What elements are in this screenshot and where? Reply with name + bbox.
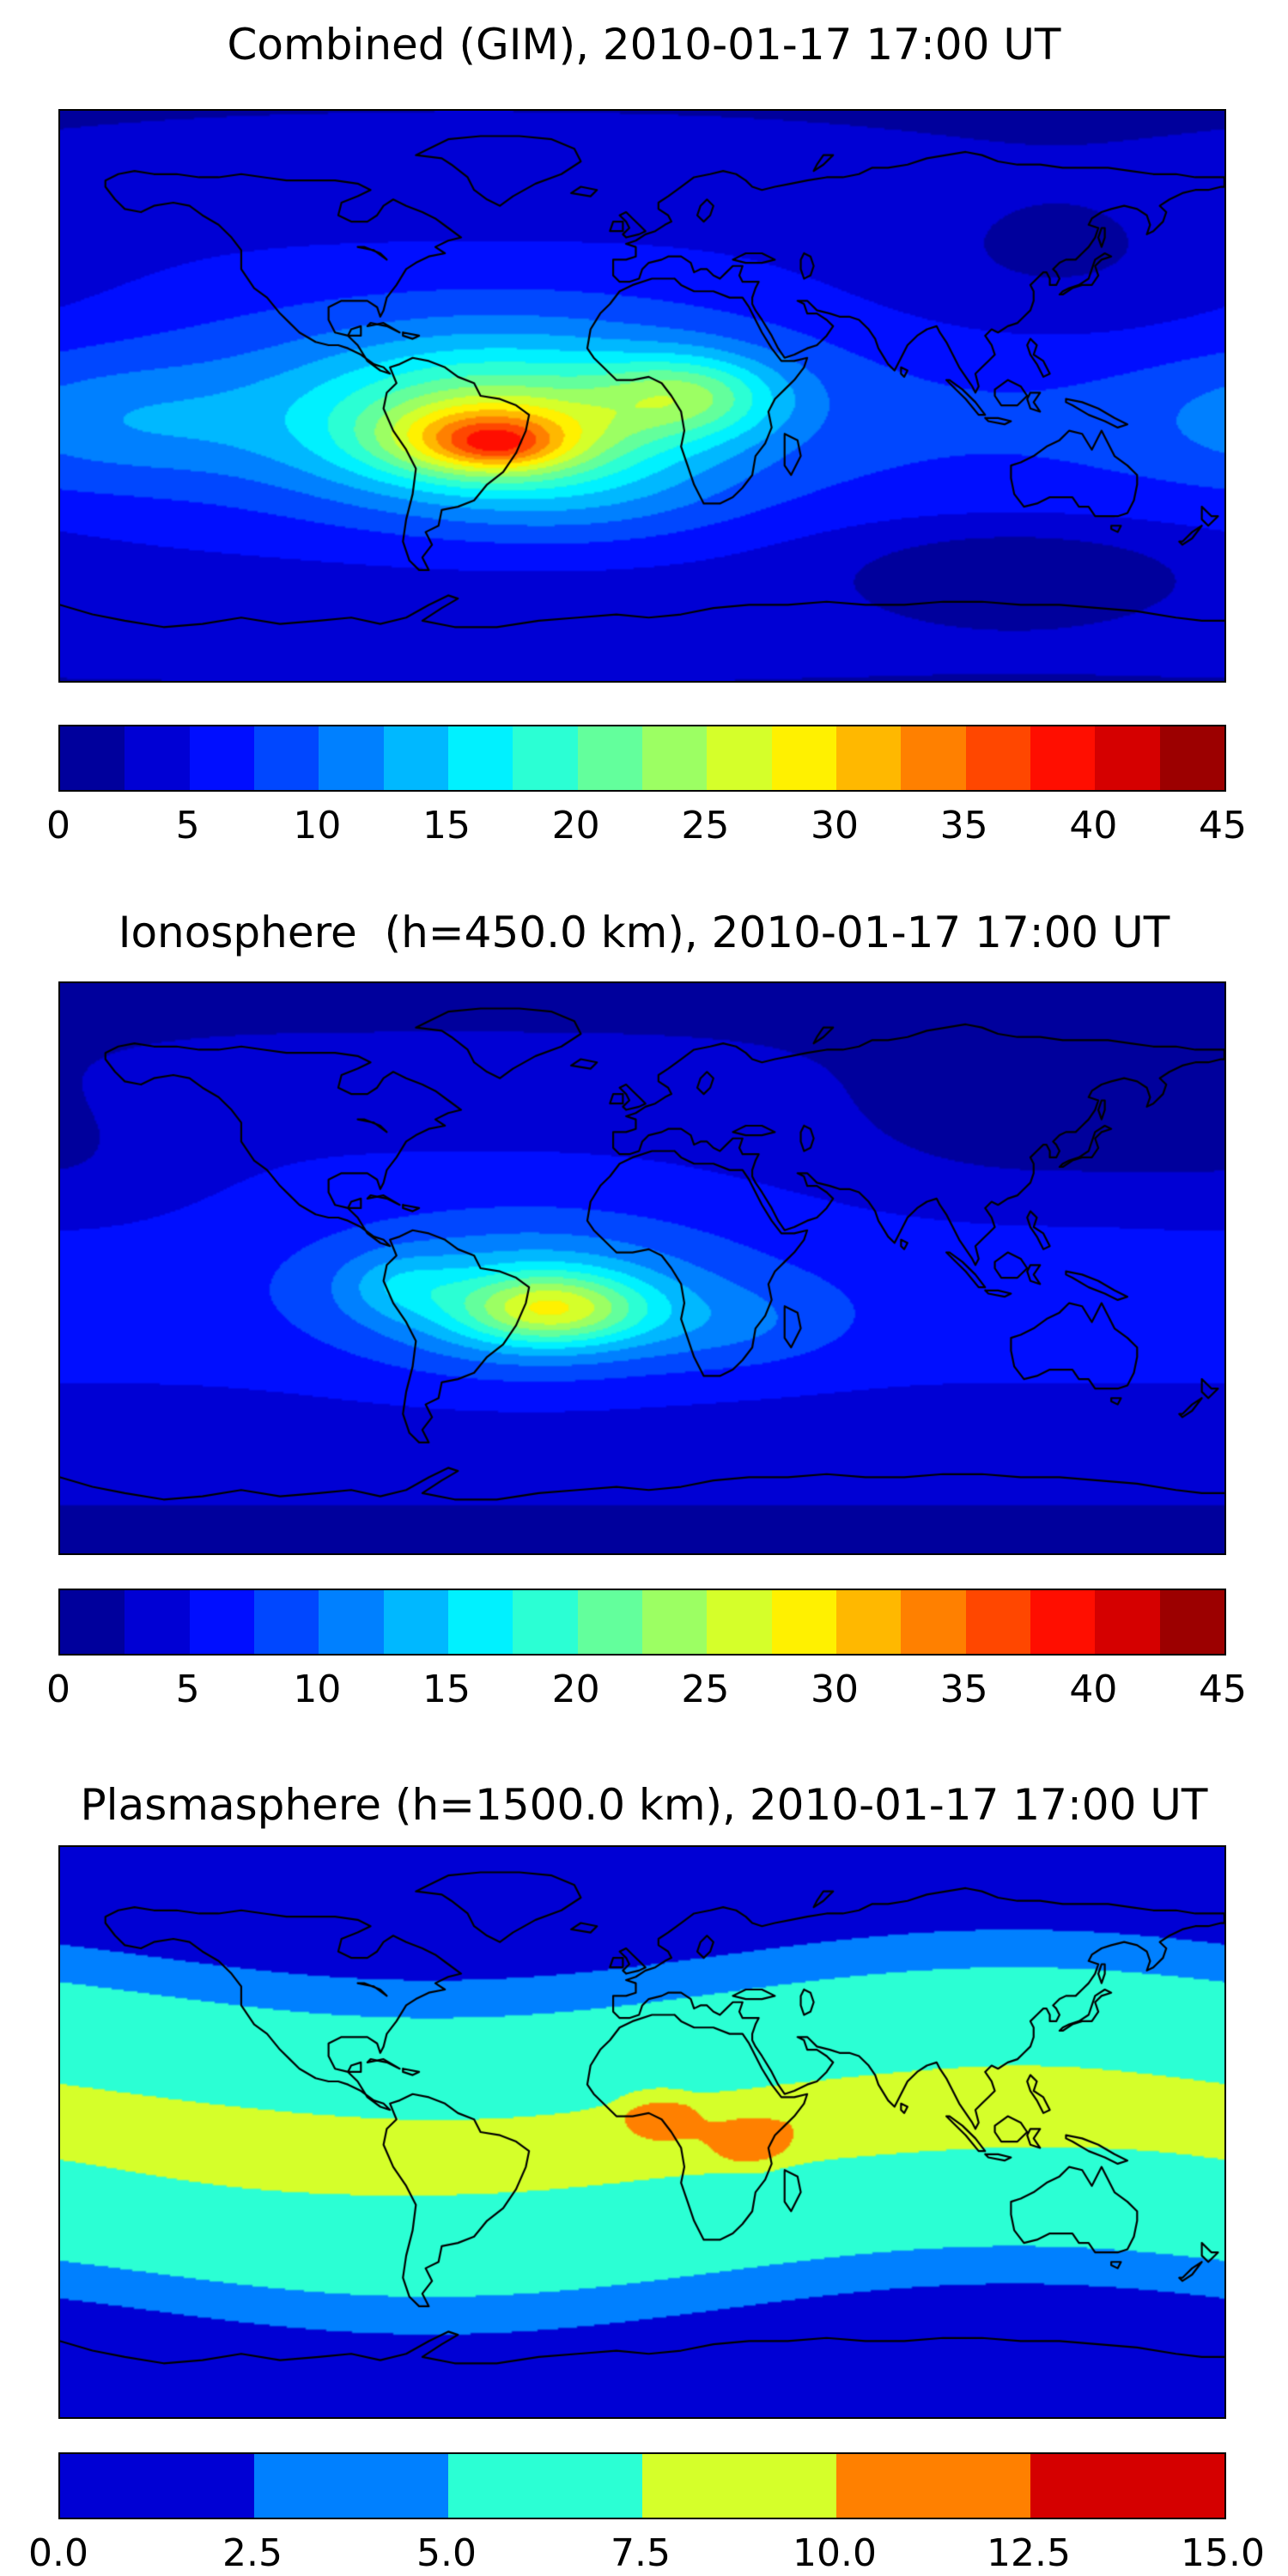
colorbar-segment [901,1590,966,1654]
colorbar-segment [189,1590,254,1654]
colorbar-tick-label: 20 [551,804,600,848]
map-frame-plasmasphere [58,1845,1226,2419]
colorbar-tick-label: 10.0 [793,2531,877,2575]
colorbar-ticks-combined: 0 5 10 15 20 25 30 35 40 45 [46,804,1247,854]
colorbar-tick-label: 0.0 [28,2531,88,2575]
colorbar-segment [448,2454,642,2518]
colorbar-tick-label: 10 [293,1668,342,1711]
colorbar-ionosphere [58,1589,1226,1656]
colorbar-tick-label: 40 [1069,804,1118,848]
colorbar-segment [125,1590,190,1654]
colorbar-tick-label: 7.5 [611,2531,671,2575]
colorbar-segment [835,726,902,790]
colorbar-tick-label: 5.0 [416,2531,477,2575]
colorbar-tick-label: 5 [175,1668,200,1711]
colorbar-segment [965,726,1030,790]
colorbar-segment [60,2454,254,2518]
colorbar-segment [771,726,836,790]
colorbar-tick-label: 35 [939,804,988,848]
colorbar-segment [383,1590,448,1654]
colorbar-tick-label: 45 [1199,804,1247,848]
colorbar-segment [707,1590,772,1654]
colorbar-segment [1030,2454,1224,2518]
colorbar-segment [1030,726,1096,790]
colorbar-segment [447,1590,513,1654]
colorbar-tick-label: 0 [46,804,70,848]
colorbar-segment [513,726,578,790]
colorbar-tick-label: 12.5 [987,2531,1071,2575]
world-map-canvas-plasmasphere [60,1847,1224,2417]
colorbar-segment [319,1590,384,1654]
plot-title-plasmasphere: Plasmasphere (h=1500.0 km), 2010-01-17 1… [80,1780,1208,1830]
colorbar-segment [1095,726,1160,790]
colorbar-tick-label: 40 [1069,1668,1118,1711]
colorbar-segment [447,726,513,790]
colorbar-tick-label: 45 [1199,1668,1247,1711]
colorbar-tick-label: 2.5 [222,2531,283,2575]
map-frame-combined [58,109,1226,683]
colorbar-ticks-plasmasphere: 0.0 2.5 5.0 7.5 10.0 12.5 15.0 [28,2531,1265,2576]
world-map-canvas-combined [60,111,1224,681]
colorbar-segment [771,1590,836,1654]
colorbar-segment [513,1590,578,1654]
colorbar-tick-label: 25 [681,804,730,848]
plot-title-combined: Combined (GIM), 2010-01-17 17:00 UT [227,20,1061,70]
colorbar-segment [577,726,642,790]
colorbar-segment [253,726,319,790]
colorbar-segment [319,726,384,790]
colorbar-tick-label: 30 [811,1668,859,1711]
colorbar-segment [189,726,254,790]
colorbar-segment [901,726,966,790]
colorbar-ticks-ionosphere: 0 5 10 15 20 25 30 35 40 45 [46,1668,1247,1717]
colorbar-plasmasphere [58,2452,1226,2519]
plot-title-ionosphere: Ionosphere (h=450.0 km), 2010-01-17 17:0… [118,908,1170,957]
colorbar-segment [1159,1590,1224,1654]
colorbar-tick-label: 5 [175,804,200,848]
colorbar-segment [60,1590,125,1654]
map-frame-ionosphere [58,981,1226,1555]
colorbar-tick-label: 0 [46,1668,70,1711]
colorbar-segment [60,726,125,790]
colorbar-segment [641,726,708,790]
colorbar-tick-label: 25 [681,1668,730,1711]
colorbar-segment [383,726,448,790]
colorbar-tick-label: 10 [293,804,342,848]
colorbar-tick-label: 15.0 [1181,2531,1265,2575]
colorbar-tick-label: 15 [422,1668,471,1711]
colorbar-segment [707,726,772,790]
colorbar-segment [642,2454,836,2518]
colorbar-tick-label: 30 [811,804,859,848]
colorbar-combined [58,725,1226,792]
colorbar-tick-label: 35 [939,1668,988,1711]
colorbar-segment [1095,1590,1160,1654]
colorbar-segment [125,726,190,790]
colorbar-segment [965,1590,1030,1654]
colorbar-segment [836,2454,1030,2518]
colorbar-segment [253,1590,319,1654]
colorbar-tick-label: 15 [422,804,471,848]
colorbar-segment [641,1590,708,1654]
colorbar-segment [577,1590,642,1654]
colorbar-segment [254,2454,448,2518]
colorbar-segment [835,1590,902,1654]
world-map-canvas-ionosphere [60,983,1224,1553]
colorbar-segment [1159,726,1224,790]
colorbar-segment [1030,1590,1096,1654]
colorbar-tick-label: 20 [551,1668,600,1711]
